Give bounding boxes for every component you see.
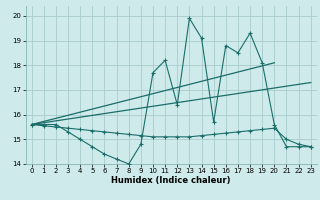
X-axis label: Humidex (Indice chaleur): Humidex (Indice chaleur)	[111, 176, 231, 185]
